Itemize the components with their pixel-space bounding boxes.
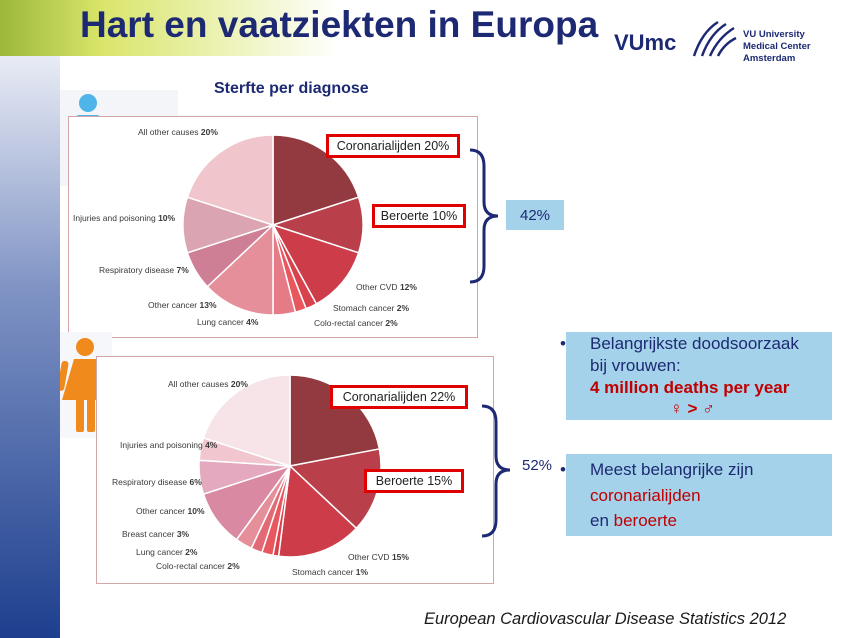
women-label-respiratory: Respiratory disease 6% [112,477,202,487]
women-label-other-cvd: Other CVD 15% [348,552,409,562]
women-label-other-cancer: Other cancer 10% [136,506,205,516]
women-label-all-other: All other causes 20% [168,379,248,389]
men-coronary-callout: Coronarialijden 20% [326,134,460,158]
men-label-colorectal: Colo-rectal cancer 2% [314,318,398,328]
chart-subtitle: Sterfte per diagnose [214,80,369,97]
women-label-breast-cancer: Breast cancer 3% [122,529,190,539]
pie-slice-other-cvd [271,223,360,305]
logo-line-1: VU University [743,29,805,40]
bullet-1-line-1: Belangrijkste doodsoorzaak [590,334,799,353]
men-label-stomach: Stomach cancer 2% [333,303,410,313]
bullet-2-line-3: en beroerte [590,511,677,530]
women-brace [481,404,511,538]
women-label-lung-cancer: Lung cancer 2% [136,547,198,557]
men-label-respiratory: Respiratory disease 7% [99,265,189,275]
bullet-box-women-leading-cause: • Belangrijkste doodsoorzaak bij vrouwen… [560,332,832,420]
women-coronary-callout: Coronarialijden 22% [330,385,468,409]
left-gradient-band [0,56,60,638]
pie-slice-other-cancer [206,223,274,316]
title-bar-background [0,0,850,56]
men-cvd-total-box: 42% [506,200,564,230]
pie-slice-all-other-causes [186,134,274,227]
pie-slice-coronary-heart-disease [272,134,360,227]
vumc-logo-mark: VUmc [614,30,677,55]
women-label-stomach: Stomach cancer 1% [292,567,369,577]
men-brace [469,148,499,284]
men-pie-chart [182,134,364,316]
vumc-logo-text: VU University Medical Center Amsterdam [743,29,811,65]
women-stroke-callout: Beroerte 15% [364,469,464,493]
women-cvd-total: 52% [522,457,553,474]
bullet-box-main-causes: • Meest belangrijke zijn coronarialijden… [560,454,832,536]
logo-line-3: Amsterdam [743,53,796,64]
bullet-1-line-3: 4 million deaths per year [590,378,790,397]
bullet-1-line-4: ♀ > ♂ [670,399,715,418]
men-stroke-callout: Beroerte 10% [372,204,466,228]
men-label-injuries: Injuries and poisoning 10% [73,213,176,223]
bullet-2-line-1: Meest belangrijke zijn [590,460,754,479]
men-cvd-total: 42% [519,206,551,224]
men-label-other-cvd: Other CVD 12% [356,282,417,292]
men-label-lung-cancer: Lung cancer 4% [197,317,259,327]
men-label-all-other: All other causes 20% [138,127,218,137]
bullet-dot-2: • [560,460,566,479]
pie-slice-all-other-causes [202,374,291,468]
slide-title: Hart en vaatziekten in Europa [80,4,599,45]
pie-slice-other-cvd [277,464,358,558]
vumc-logo-icon [692,20,737,57]
bullet-1-line-2: bij vrouwen: [590,356,681,375]
men-label-other-cancer: Other cancer 13% [148,300,217,310]
women-label-injuries: Injuries and poisoning 4% [120,440,218,450]
logo-line-2: Medical Center [743,41,811,52]
women-label-colorectal: Colo-rectal cancer 2% [156,561,240,571]
source-footer: European Cardiovascular Disease Statisti… [424,610,787,628]
women-pie-chart [198,374,382,558]
bullet-dot-1: • [560,334,566,353]
bullet-2-line-2: coronarialijden [590,486,701,505]
